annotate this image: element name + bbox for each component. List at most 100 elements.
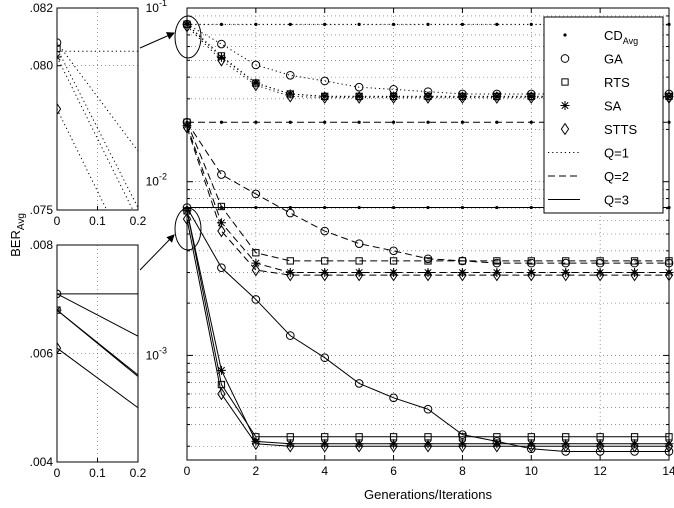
point-ga-q3: [217, 263, 226, 272]
x-axis-label: Generations/Iterations: [364, 487, 492, 502]
y-tick-exponent: -1: [159, 0, 167, 8]
point-cd-q2: [288, 120, 292, 124]
inset-line-stts-q3: [57, 347, 138, 409]
point-rts-q2: [389, 257, 398, 265]
inset-bottom-grid: [56, 244, 139, 463]
inset-top-lines: [57, 42, 138, 210]
point-cd-q1: [391, 22, 396, 26]
point-sa-q2: [457, 268, 467, 278]
inset-x-tick-label: 0: [54, 466, 61, 480]
y-axis-label: BERAvg: [8, 213, 27, 257]
inset-line-stts-q1: [57, 108, 108, 210]
legend-box: [543, 16, 664, 214]
point-cd-q3: [219, 205, 224, 210]
point-sa-q2: [354, 268, 364, 278]
point-sa-q3: [457, 439, 467, 449]
zoom-ellipse-q3: [174, 207, 202, 251]
point-sa-q2: [389, 268, 399, 278]
point-stts-q1: [458, 91, 467, 104]
legend-label: GA: [604, 52, 623, 67]
inset-y-tick-label: .004: [30, 455, 54, 469]
legend-label-main: STTS: [604, 122, 638, 137]
point-stts-q1: [492, 91, 502, 104]
point-sa-q1: [320, 91, 330, 101]
point-sa-q3: [595, 439, 605, 449]
point-stts-q2: [423, 268, 433, 282]
inset-top-ticks: 0 0.1 0.2 .082 .080 .075: [30, 1, 147, 228]
point-stts-q2: [630, 268, 639, 282]
point-ga-q2: [561, 258, 571, 268]
point-sa-q2: [595, 268, 605, 278]
point-sa-q2: [423, 268, 433, 278]
legend-swatch-star: [560, 101, 570, 110]
point-sa-q3: [320, 439, 330, 449]
legend-item-stts: STTS: [560, 122, 638, 137]
point-cd-q3: [529, 205, 533, 210]
point-sa-q1: [216, 52, 226, 62]
inset-bottom-markers: [57, 289, 62, 355]
inset-top-markers: [57, 38, 62, 116]
point-cd-q1: [495, 22, 499, 26]
point-stts-q3: [251, 437, 261, 451]
point-cd-q3: [495, 205, 499, 210]
point-stts-q2: [561, 268, 570, 282]
point-cd-q2: [323, 120, 327, 124]
point-sa-q2: [251, 258, 261, 268]
point-ga-q2: [285, 208, 295, 218]
point-stts-q3: [492, 439, 502, 453]
point-stts-q2: [251, 263, 261, 277]
inset-line-sa-q1: [57, 56, 134, 210]
series-line-sa-q2: [186, 125, 669, 274]
point-stts-q1: [389, 91, 398, 104]
legend-label-main: GA: [604, 52, 623, 67]
point-ga-q3: [423, 404, 433, 414]
y-tick-label: 10-1: [146, 0, 167, 15]
point-stts-q1: [217, 53, 226, 67]
point-ga-q3: [354, 379, 364, 388]
point-rts-q2: [355, 257, 363, 265]
legend-label-main: CD: [604, 28, 623, 43]
point-ga-q2: [630, 258, 639, 268]
legend-label: SA: [604, 99, 622, 114]
y-tick-label: 10-2: [146, 172, 167, 189]
point-ga-q2: [354, 239, 364, 248]
point-stts-q1: [320, 91, 329, 104]
y-tick-base: 10: [146, 175, 160, 189]
point-stts-q2: [595, 268, 605, 282]
inset-line-sa-q3: [57, 309, 138, 376]
point-cd-q3: [323, 205, 327, 210]
point-ga-q3: [389, 393, 398, 403]
inset-top-grid: [56, 7, 139, 211]
legend-label-main: Q=1: [604, 146, 629, 161]
zoom-ellipse-q1: [174, 15, 202, 59]
point-sa-q3: [216, 365, 226, 375]
legend-swatch-circle: [560, 54, 570, 63]
x-tick-label: 12: [593, 464, 607, 478]
point-sa-q1: [423, 91, 433, 101]
inset-x-tick-label: 0.2: [130, 214, 147, 228]
point-sa-q3: [526, 439, 536, 449]
series-line-rts-q3: [186, 210, 669, 438]
point-sa-q3: [354, 439, 364, 449]
point-sa-q2: [216, 218, 226, 228]
point-sa-q3: [251, 436, 261, 446]
series-line-ga-q3: [186, 207, 669, 452]
point-sa-q3: [423, 439, 433, 449]
inset-top: 0 0.1 0.2 .082 .080 .075: [30, 1, 147, 228]
inset-line-rts-q1: [57, 48, 138, 208]
point-stts-q3: [354, 439, 364, 453]
point-sa-q1: [354, 91, 364, 101]
point-sa-q2: [561, 268, 571, 278]
point-stts-q1: [354, 91, 364, 104]
inset-point-rts-q1: [57, 44, 61, 53]
point-stts-q2: [354, 268, 364, 282]
inset-bottom-lines: [57, 293, 138, 409]
point-cd-q2: [460, 120, 465, 124]
point-ga-q2: [492, 258, 502, 268]
point-sa-q2: [320, 268, 330, 278]
legend-item-q-1: Q=1: [548, 146, 629, 161]
point-ga-q2: [251, 189, 261, 199]
point-cd-q1: [460, 22, 465, 26]
point-sa-q3: [389, 439, 399, 449]
point-sa-q1: [457, 91, 467, 101]
